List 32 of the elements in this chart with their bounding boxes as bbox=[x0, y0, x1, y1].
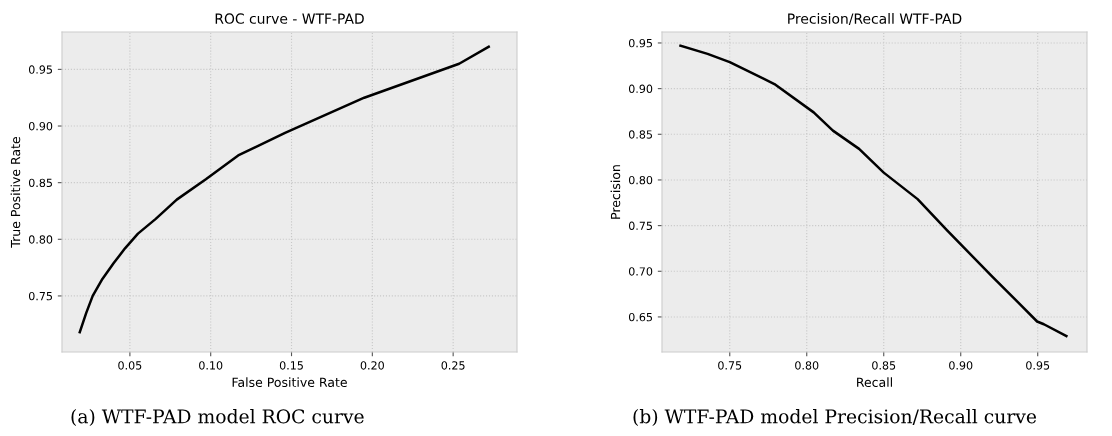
x-tick-label: 0.05 bbox=[118, 361, 142, 370]
y-tick-label: 0.95 bbox=[28, 65, 52, 74]
y-tick-label: 0.75 bbox=[628, 221, 652, 230]
x-tick-label: 0.15 bbox=[279, 361, 303, 370]
y-tick-label: 0.85 bbox=[28, 178, 52, 188]
x-tick-label: 0.85 bbox=[872, 361, 896, 370]
y-tick-label: 0.90 bbox=[28, 121, 53, 131]
y-tick-label: 0.80 bbox=[628, 175, 653, 185]
y-tick-label: 0.80 bbox=[28, 235, 53, 244]
x-axis-title: Recall bbox=[857, 377, 892, 388]
x-tick-label: 0.10 bbox=[199, 361, 223, 370]
x-axis-title: False Positive Rate bbox=[232, 377, 347, 388]
x-tick-label: 0.95 bbox=[1026, 361, 1050, 370]
y-axis-title: True Positive Rate bbox=[10, 137, 21, 248]
x-tick-label: 0.75 bbox=[718, 361, 742, 370]
x-tick-label: 0.25 bbox=[441, 361, 465, 370]
y-tick-label: 0.90 bbox=[628, 84, 653, 93]
y-tick-label: 0.70 bbox=[628, 267, 653, 276]
line-series bbox=[78, 45, 490, 334]
y-tick-label: 0.85 bbox=[628, 130, 652, 139]
y-tick-label: 0.95 bbox=[628, 38, 652, 48]
text: (b) WTF-PAD model Precision/Recall curve bbox=[633, 408, 1037, 427]
y-tick-label: 0.75 bbox=[28, 291, 52, 301]
text: (a) WTF-PAD model ROC curve bbox=[71, 408, 364, 427]
x-tick-label: 0.90 bbox=[949, 361, 973, 370]
line-series bbox=[679, 44, 1068, 338]
chart-title: ROC curve - WTF-PAD bbox=[215, 13, 364, 24]
x-tick-label: 0.80 bbox=[795, 361, 819, 370]
y-axis-title: Precision bbox=[610, 165, 621, 219]
y-tick-label: 0.65 bbox=[628, 312, 652, 322]
chart-title: Precision/Recall WTF-PAD bbox=[788, 13, 962, 25]
x-tick-label: 0.20 bbox=[360, 361, 384, 370]
